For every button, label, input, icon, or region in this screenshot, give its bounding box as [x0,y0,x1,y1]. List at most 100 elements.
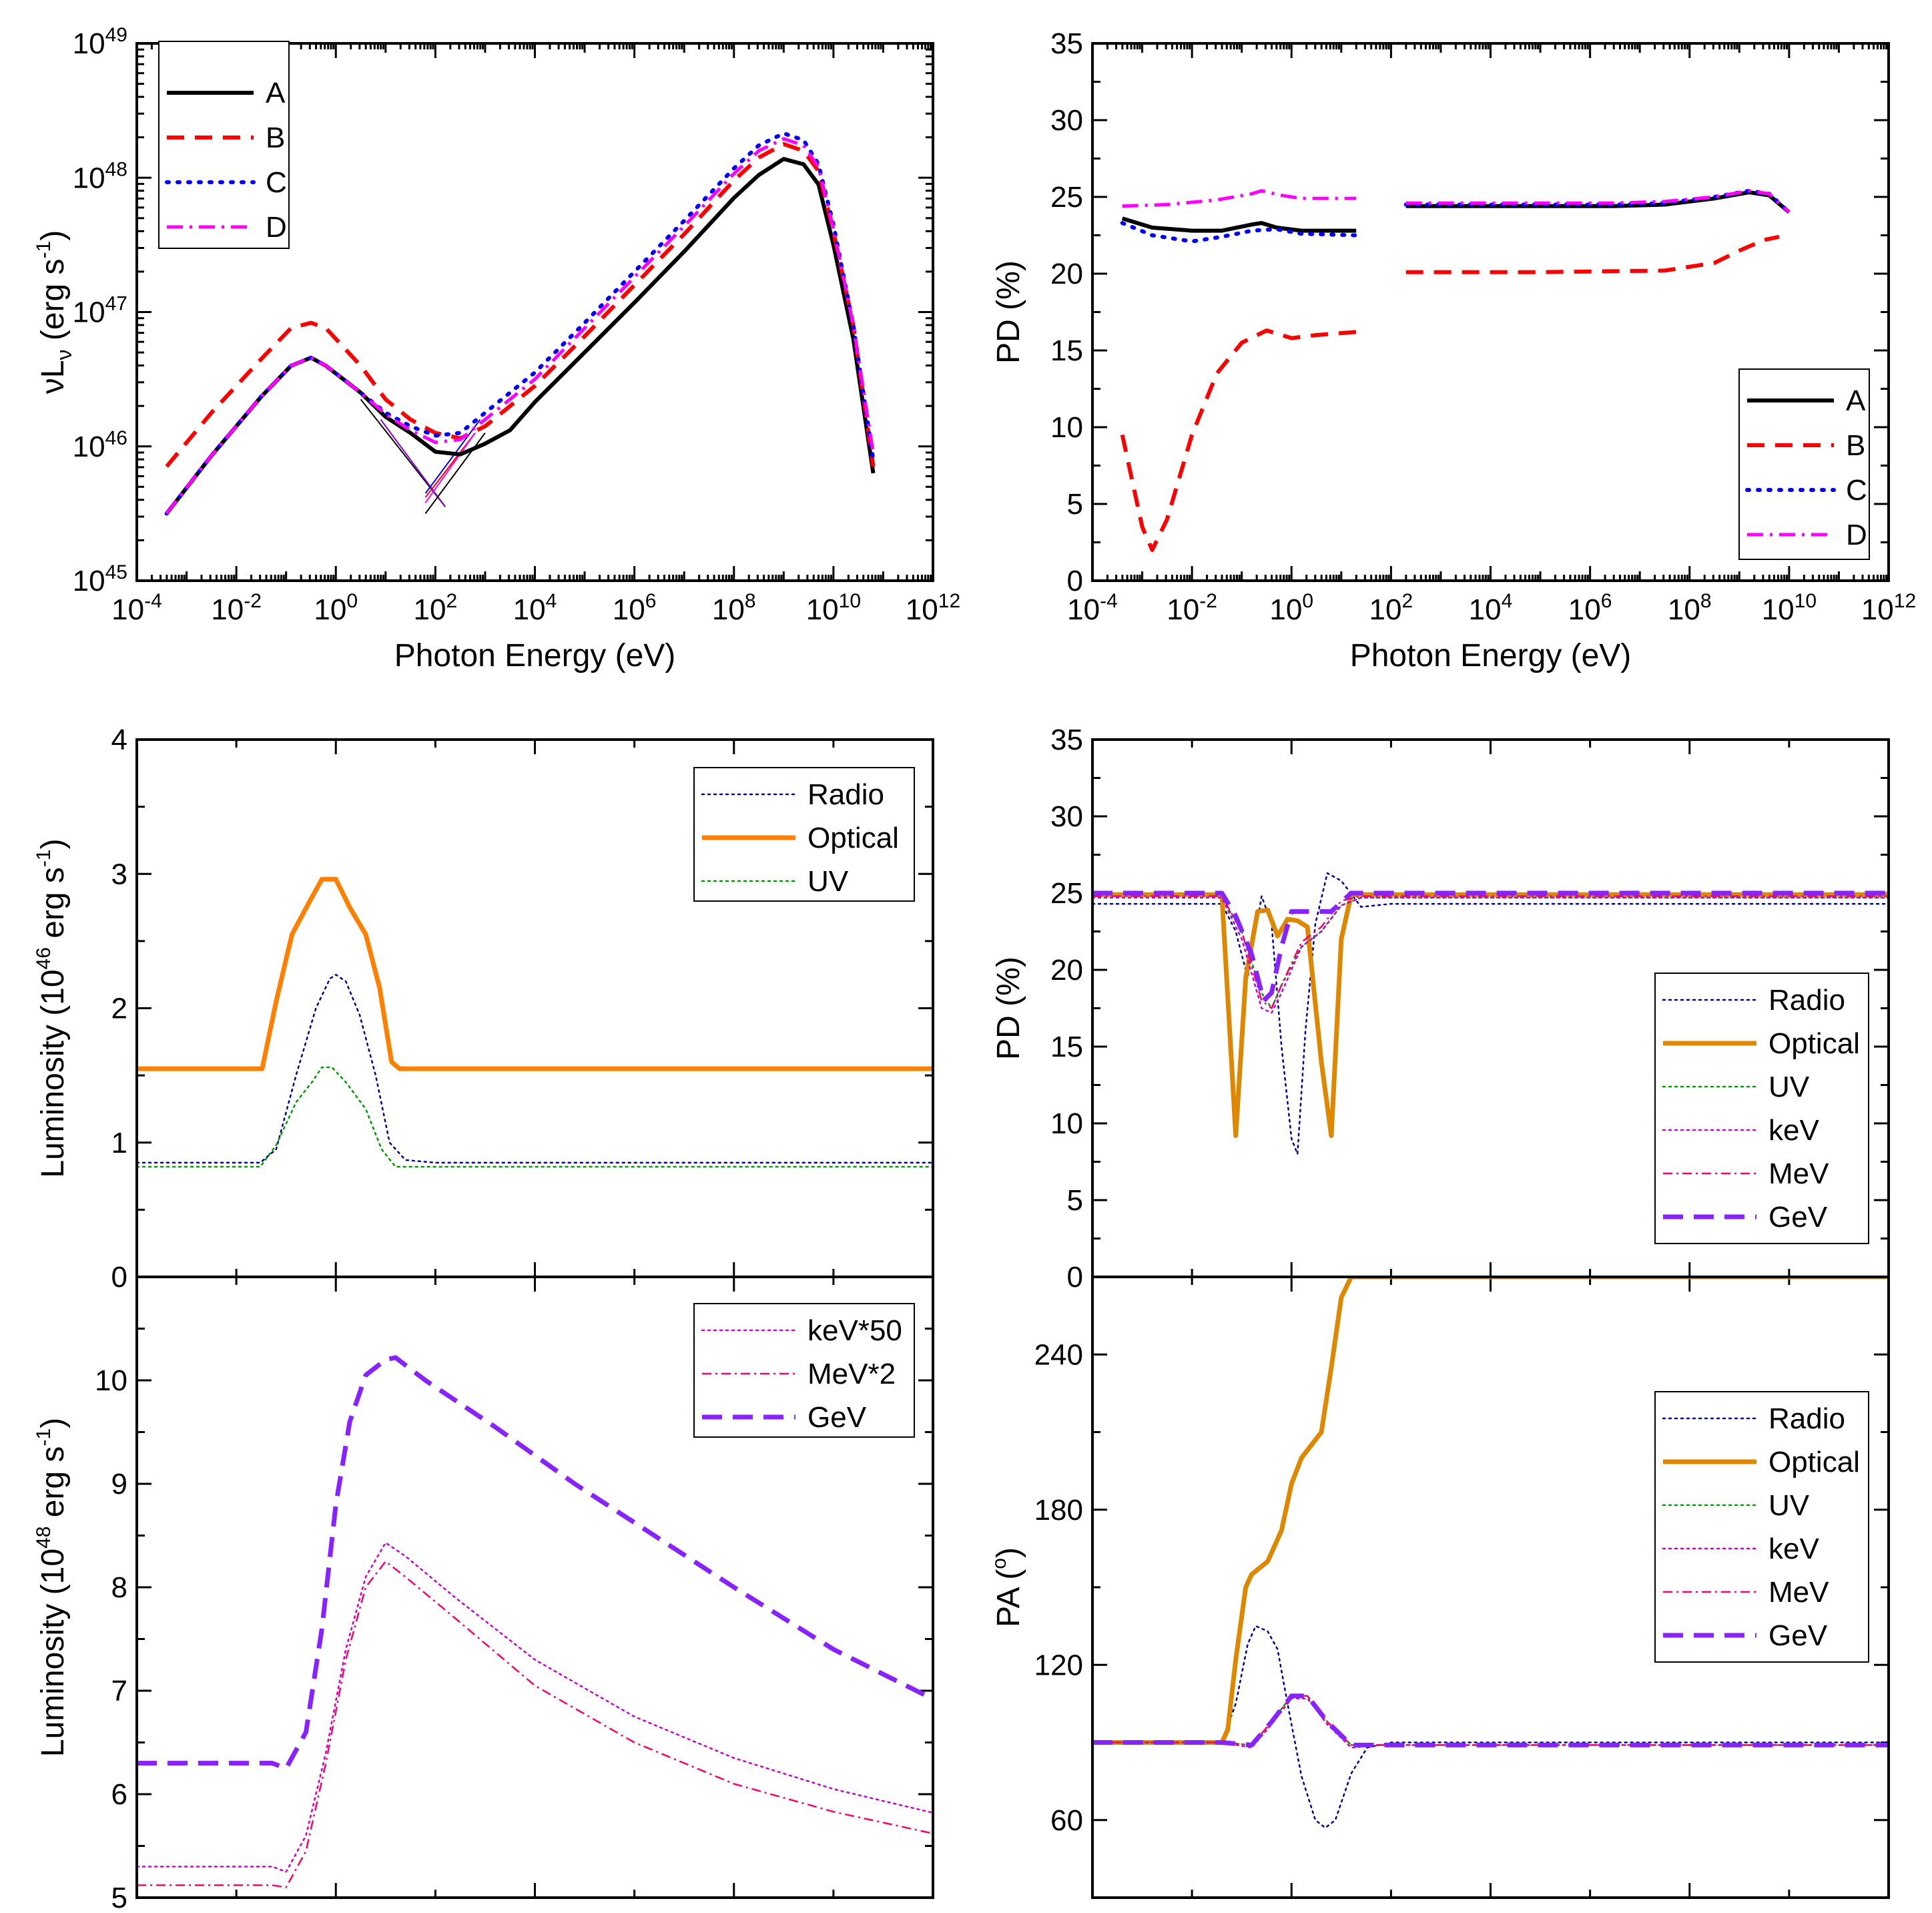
legend-label-radio: Radio [1768,1402,1845,1435]
x-tick-label: 10-2 [211,590,262,626]
y-tick-label: 1047 [73,293,127,329]
x-tick-label: 1012 [906,590,960,626]
tick-labels: 0 1 2 3 4 5 6 7 8 9 10 [95,1364,941,1913]
y-tick-label: 120 [1034,1649,1083,1681]
guide-line [424,419,481,494]
series-line-gev [1092,890,1889,1003]
guide-line [424,433,486,514]
y-tick-label: 240 [1034,1338,1083,1371]
tick-labels: 10-4 10-2 100 102 104 106 108 1010 1012 1045 1046 1… [73,24,960,626]
x-tick-label: 10-4 [111,590,162,626]
x-tick-label: 102 [414,590,458,626]
x-tick-label: 1010 [806,590,861,626]
x-tick-label: 106 [1568,590,1612,626]
y-tick-label: 25 [1050,181,1083,214]
tick-labels: 10-4 10-2 100 102 104 106 108 1010 1012 0 5 10 15 20 2… [1050,27,1916,626]
legend-label-mev-2: MeV*2 [808,1358,896,1390]
series-line-mev-2 [137,1561,933,1888]
x-tick-label: 104 [513,590,557,626]
legend-label-kev-50: keV*50 [808,1314,902,1347]
y-tick-label: 0 [1067,565,1083,597]
series-line-gev [137,1355,933,1771]
legend-box [158,41,290,249]
x-tick-label: 3 [1682,1910,1698,1913]
legend: keV*50 MeV*2 GeV [693,1303,915,1438]
legend-label-gev: GeV [808,1401,867,1434]
series-line-b [165,142,876,468]
y-tick-label: 10 [1050,1107,1083,1140]
y-tick-label: 25 [1050,877,1083,910]
x-tick-label: 1 [1283,1910,1299,1913]
y-tick-label: 5 [1067,1184,1083,1217]
x-tick-label: 10-4 [1067,590,1118,626]
series-line-gev [1092,1693,1889,1747]
y-tick-label: 1 [111,1127,127,1159]
panel-pd-time: 0 5 10 15 20 25 30 35 PD (%) Radio Optical UV keV MeV… [991,724,1890,1294]
tick-labels: 0 1 2 3 4 60 120 180 240 [1034,1338,1897,1913]
y-tick-label: 1048 [73,158,127,194]
panel-lum-high: 012345678910Time (d)Luminosity (1048 erg… [33,1276,941,1913]
plot-frame [1091,1276,1890,1899]
y-axis-title: Luminosity (1046 erg s-1) [33,838,71,1177]
y-tick-label: 30 [1050,800,1083,833]
tick-labels: 0 1 2 3 4 [111,724,127,1294]
y-tick-label: 1046 [73,427,127,463]
legend: Radio Optical UV [693,767,915,902]
legend-label-radio: Radio [1768,984,1845,1017]
plot-frame [135,42,934,582]
y-tick-label: 15 [1050,334,1083,367]
x-tick-label: 106 [613,590,657,626]
x-tick-label: 3 [726,1910,742,1913]
plot-area [137,876,933,1168]
y-tick-label: 0 [111,1261,127,1294]
legend-box [1654,1391,1869,1663]
series-line-radio [1092,1625,1889,1829]
legend: Radio Optical UV keV MeV GeV [1654,973,1869,1244]
legend-label-d: D [266,211,287,244]
legend-label-uv: UV [1768,1071,1810,1103]
series-line-kev-50 [137,1542,933,1873]
y-tick-label: 20 [1050,954,1083,987]
panel-sed: 10-4 10-2 100 102 104 106 108 1010 1012 1045 1046 1… [33,24,960,673]
guide-line [424,433,476,503]
plot-area [164,131,876,516]
series-line-b [1405,234,1780,274]
y-tick-label: 10 [95,1364,127,1397]
plot-area [1120,188,1791,552]
panel-pd-energy: 10-4 10-2 100 102 104 106 108 1010 1012 0 5 10 15 20 2… [991,27,1916,673]
legend-label-optical: Optical [1768,1027,1860,1060]
y-tick-label: 30 [1050,104,1083,137]
legend-label-radio: Radio [808,778,884,811]
plot-area [137,1355,933,1888]
ticks [1091,42,1890,582]
legend-label-optical: Optical [808,822,899,854]
x-tick-label: 104 [1469,590,1513,626]
x-tick-label: 100 [314,590,358,626]
x-tick-label: 108 [712,590,756,626]
x-tick-label: 2 [1482,1910,1498,1913]
x-tick-label: 0 [129,1910,145,1913]
y-tick-label: 60 [1050,1804,1083,1837]
legend-label-b: B [1846,429,1865,462]
y-tick-label: 7 [111,1675,127,1707]
x-axis-title: Photon Energy (eV) [1350,638,1632,673]
y-tick-label: 6 [111,1778,127,1811]
y-tick-label: 180 [1034,1494,1083,1527]
series-line-a [1121,216,1357,233]
x-tick-label: 2 [527,1910,543,1913]
legend-label-uv: UV [808,865,849,898]
panel-pa-time: 0123460120180240Time (d)PA (o)RadioOptic… [988,1276,1897,1913]
y-tick-label: 0 [1067,1261,1083,1294]
legend-label-c: C [266,166,287,199]
y-tick-label: 4 [111,724,127,756]
x-tick-label: 0 [1084,1910,1100,1913]
y-tick-label: 5 [1067,488,1083,521]
x-tick-label: 4 [925,1910,941,1913]
y-tick-label: 2 [111,993,127,1025]
x-tick-label: 1012 [1861,590,1916,626]
y-tick-label: 35 [1050,27,1083,60]
x-tick-label: 100 [1269,590,1313,626]
legend-label-d: D [1846,519,1867,551]
